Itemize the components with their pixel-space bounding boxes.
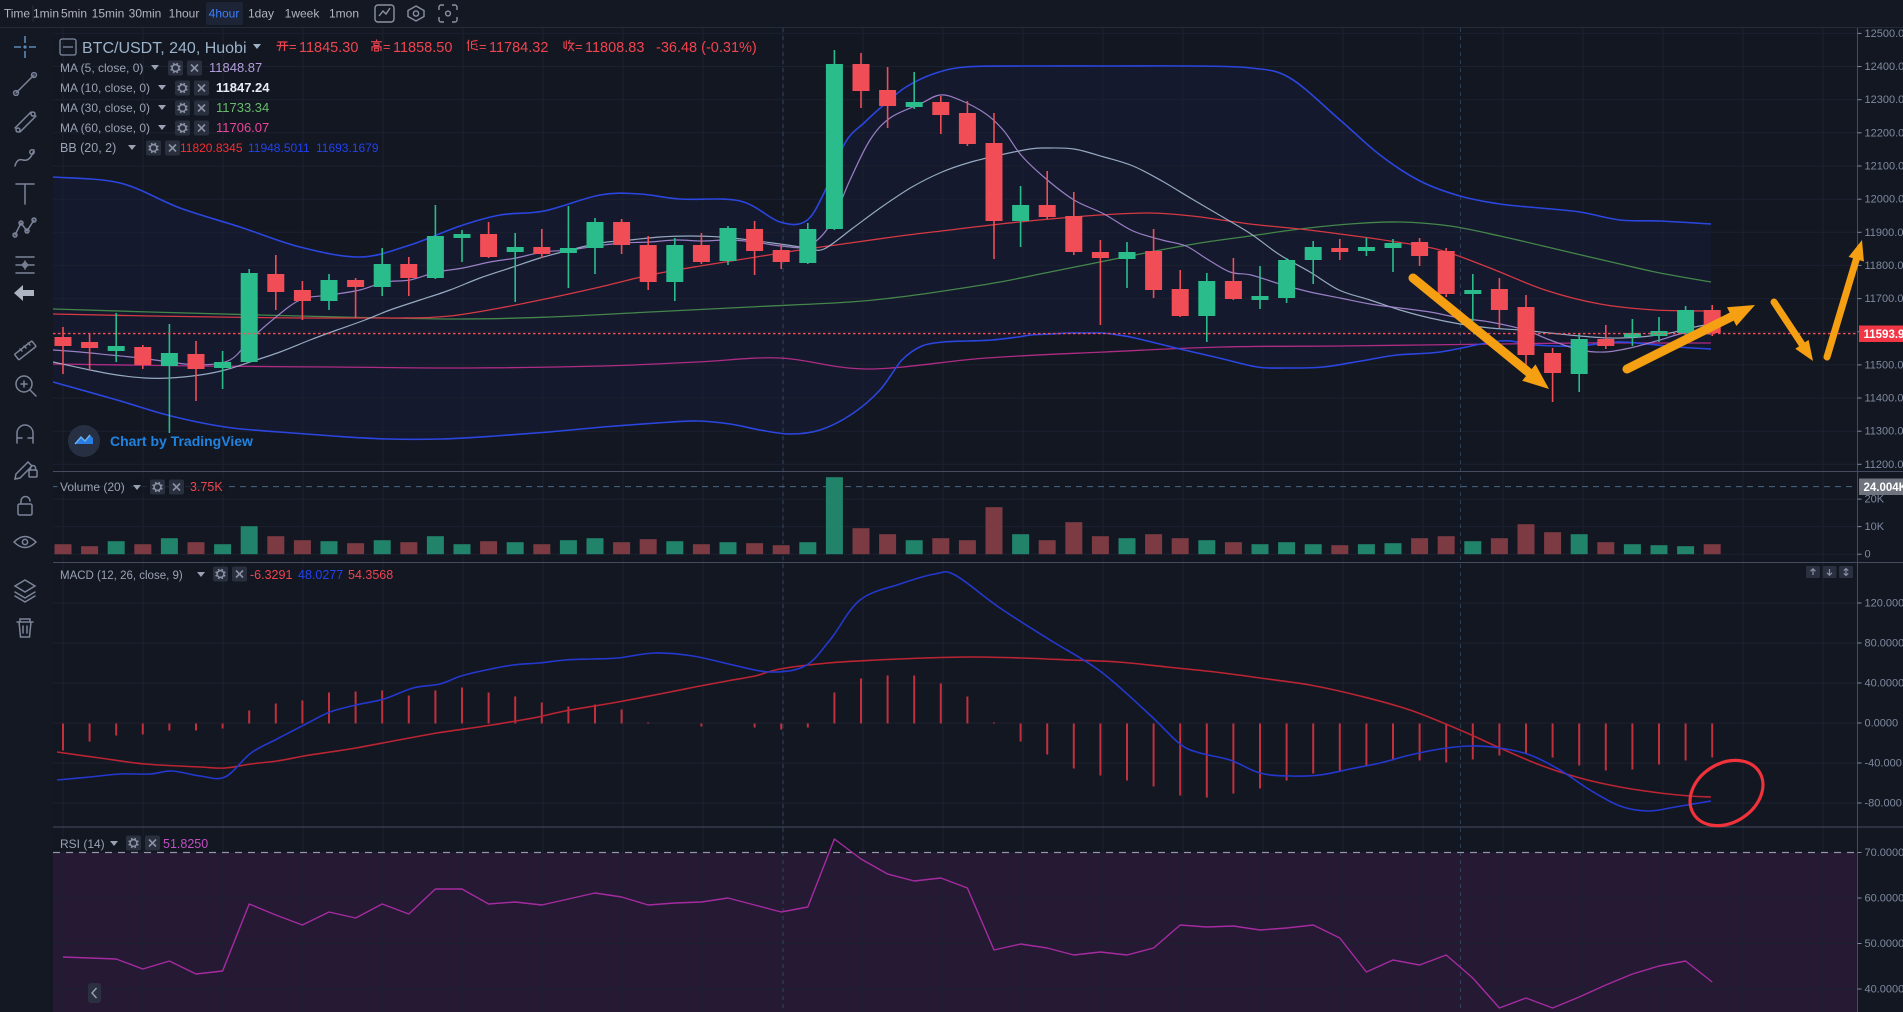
svg-text:11593.9: 11593.9 — [1864, 329, 1903, 341]
svg-text:12500.0: 12500.0 — [1865, 28, 1903, 40]
svg-text:12000.0: 12000.0 — [1865, 194, 1903, 206]
svg-text:11847.24: 11847.24 — [216, 80, 270, 95]
svg-text:11800.0: 11800.0 — [1865, 260, 1903, 272]
svg-text:=: = — [479, 39, 487, 54]
svg-text:51.8250: 51.8250 — [163, 837, 208, 851]
svg-text:24.004K: 24.004K — [1864, 482, 1903, 494]
svg-text:1day: 1day — [248, 7, 274, 21]
svg-text:MA (60, close, 0): MA (60, close, 0) — [60, 121, 150, 135]
svg-text:11500.0: 11500.0 — [1865, 359, 1903, 371]
svg-text:12400.0: 12400.0 — [1865, 61, 1903, 73]
svg-text:MA (30, close, 0): MA (30, close, 0) — [60, 101, 150, 115]
svg-text:10K: 10K — [1865, 521, 1885, 533]
svg-text:-40.000: -40.000 — [1865, 758, 1902, 770]
svg-text:BTC/USDT, 240, Huobi: BTC/USDT, 240, Huobi — [82, 40, 247, 57]
svg-text:BB (20, 2): BB (20, 2) — [60, 141, 116, 155]
svg-text:11693.1679: 11693.1679 — [316, 141, 379, 155]
svg-text:11706.07: 11706.07 — [216, 120, 269, 135]
svg-text:12300.0: 12300.0 — [1865, 94, 1903, 106]
svg-text:12200.0: 12200.0 — [1865, 127, 1903, 139]
svg-text:MA (5, close, 0): MA (5, close, 0) — [60, 61, 143, 75]
svg-text:MA (10, close, 0): MA (10, close, 0) — [60, 81, 150, 95]
svg-text:60.0000: 60.0000 — [1865, 893, 1903, 905]
svg-text:1week: 1week — [285, 7, 321, 21]
svg-text:-80.000: -80.000 — [1865, 798, 1902, 810]
svg-text:54.3568: 54.3568 — [348, 568, 393, 582]
svg-text:0: 0 — [1865, 549, 1871, 561]
svg-text:80.0000: 80.0000 — [1865, 638, 1903, 650]
svg-text:11400.0: 11400.0 — [1865, 393, 1903, 405]
svg-text:-6.3291: -6.3291 — [250, 568, 292, 582]
svg-text:11820.8345: 11820.8345 — [180, 141, 243, 155]
svg-text:11733.34: 11733.34 — [216, 100, 269, 115]
svg-text:11848.87: 11848.87 — [209, 60, 262, 75]
svg-text:1mon: 1mon — [329, 7, 359, 21]
svg-text:=: = — [289, 39, 297, 54]
svg-text:MACD (12, 26, close, 9): MACD (12, 26, close, 9) — [60, 570, 183, 582]
svg-text:11948.5011: 11948.5011 — [248, 141, 310, 155]
svg-text:=: = — [383, 39, 391, 54]
svg-text:120.0000: 120.0000 — [1865, 598, 1903, 610]
svg-text:5min: 5min — [61, 7, 87, 21]
svg-text:30min: 30min — [129, 7, 162, 21]
svg-text:1hour: 1hour — [169, 7, 200, 21]
svg-text:Volume (20): Volume (20) — [60, 480, 125, 494]
svg-text:15min: 15min — [92, 7, 125, 21]
svg-text:40.0000: 40.0000 — [1865, 984, 1903, 996]
svg-text:-36.48 (-0.31%): -36.48 (-0.31%) — [656, 40, 757, 56]
svg-text:11200.0: 11200.0 — [1865, 459, 1903, 471]
svg-text:11845.30: 11845.30 — [299, 40, 358, 56]
svg-text:3.75K: 3.75K — [190, 480, 223, 494]
svg-text:70.0000: 70.0000 — [1865, 847, 1903, 859]
svg-text:11900.0: 11900.0 — [1865, 227, 1903, 239]
svg-text:1min: 1min — [33, 7, 59, 21]
svg-text:=: = — [575, 39, 583, 54]
svg-text:0.0000: 0.0000 — [1865, 718, 1899, 730]
svg-text:20K: 20K — [1865, 494, 1885, 506]
svg-text:11808.83: 11808.83 — [585, 40, 644, 56]
svg-text:Chart by TradingView: Chart by TradingView — [110, 433, 253, 449]
svg-text:40.0000: 40.0000 — [1865, 678, 1903, 690]
svg-text:11700.0: 11700.0 — [1865, 293, 1903, 305]
svg-text:Time: Time — [4, 7, 31, 21]
svg-text:50.0000: 50.0000 — [1865, 938, 1903, 950]
svg-text:11300.0: 11300.0 — [1865, 426, 1903, 438]
svg-text:48.0277: 48.0277 — [298, 568, 343, 582]
svg-text:RSI (14): RSI (14) — [60, 837, 105, 851]
svg-text:11858.50: 11858.50 — [393, 40, 452, 56]
svg-text:12100.0: 12100.0 — [1865, 161, 1903, 173]
svg-text:11784.32: 11784.32 — [489, 40, 548, 56]
svg-text:4hour: 4hour — [209, 7, 240, 21]
